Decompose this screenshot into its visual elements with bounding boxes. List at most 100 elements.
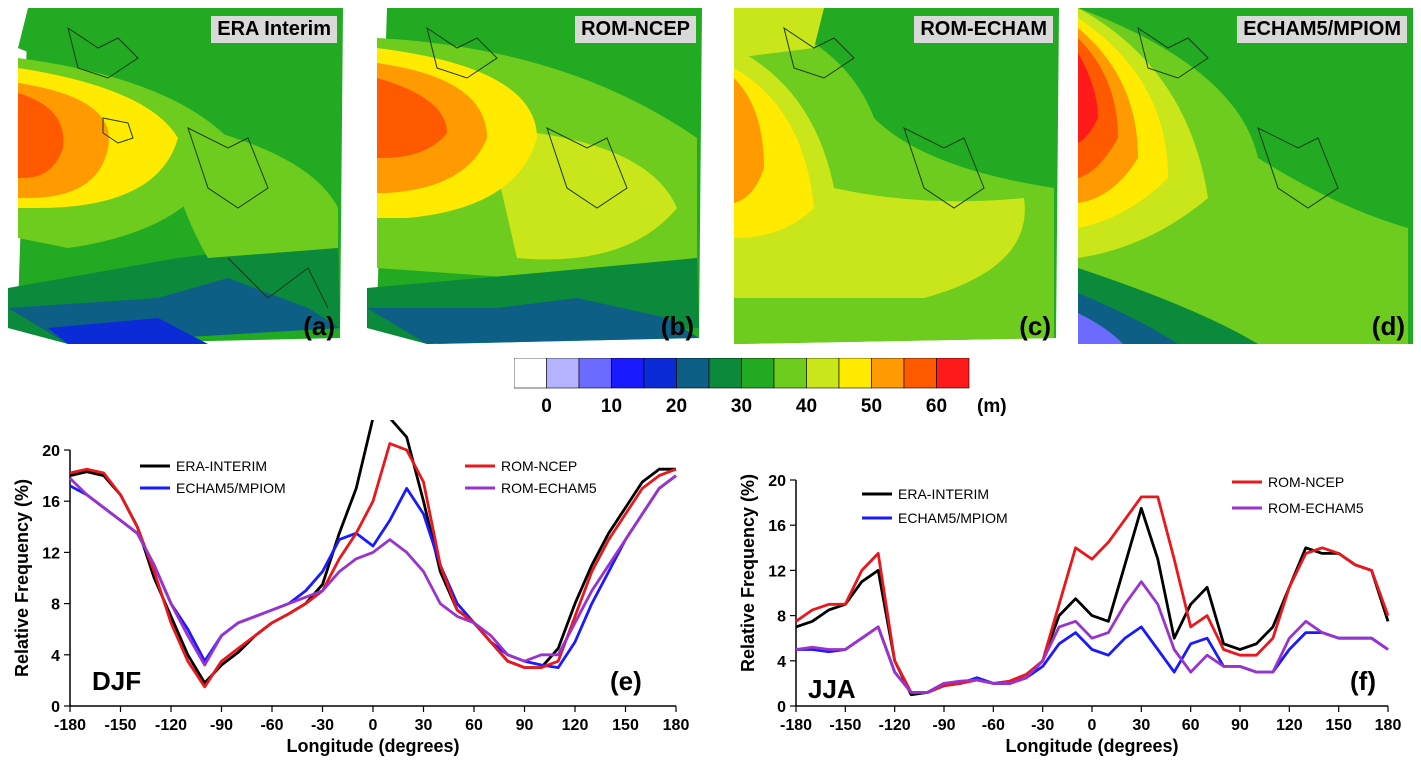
colorbar-swatch xyxy=(936,358,970,389)
x-tick-label: 0 xyxy=(369,717,378,734)
panel-letter: (e) xyxy=(610,666,642,696)
colorbar-tick-label: 60 xyxy=(926,396,947,417)
map-title: ROM-NCEP xyxy=(575,16,696,43)
x-tick-label: -30 xyxy=(311,717,334,734)
colorbar-tick-label: 0 xyxy=(541,396,552,417)
colorbar: 0 10 20 30 40 50 60 (m) xyxy=(514,358,1007,417)
contour-map-d xyxy=(1078,8,1413,344)
y-tick-label: 20 xyxy=(42,443,60,460)
y-tick-label: 4 xyxy=(777,654,786,671)
colorbar-swatch xyxy=(741,358,775,389)
map-panel-b: ROM-NCEP (b) xyxy=(367,8,702,344)
x-tick-label: -60 xyxy=(982,717,1005,734)
colorbar-swatch xyxy=(611,358,645,389)
x-tick-label: 180 xyxy=(663,717,690,734)
colorbar-swatch xyxy=(773,358,807,389)
x-tick-label: 60 xyxy=(1182,717,1200,734)
x-tick-label: -180 xyxy=(54,717,86,734)
colorbar-tick-label: 40 xyxy=(796,396,817,417)
x-axis-label: Longitude (degrees) xyxy=(1005,736,1178,756)
series-line xyxy=(795,580,1389,694)
x-tick-label: 150 xyxy=(1325,717,1352,734)
legend-label: ECHAM5/MPIOM xyxy=(176,480,286,496)
map-title: ECHAM5/MPIOM xyxy=(1237,16,1407,43)
colorbar-swatch xyxy=(871,358,905,389)
x-tick-label: 0 xyxy=(1088,717,1097,734)
y-tick-label: 0 xyxy=(51,699,60,716)
colorbar-swatch xyxy=(708,358,742,389)
x-tick-label: -120 xyxy=(155,717,187,734)
contour-map-a xyxy=(8,8,343,344)
x-tick-label: 120 xyxy=(1276,717,1303,734)
frequency-charts: -180 -150 -120 -90 -60 -30 0 30 60 90 120 150 180048… xyxy=(12,420,1401,756)
legend-label: ROM-ECHAM5 xyxy=(1268,500,1364,516)
map-panel-a: ERA Interim (a) xyxy=(8,8,343,344)
colorbar-swatch xyxy=(676,358,710,389)
y-tick-label: 12 xyxy=(768,563,786,580)
panel-letter: (f) xyxy=(1350,666,1376,696)
x-tick-label: 30 xyxy=(1132,717,1150,734)
map-panel-c: ROM-ECHAM (c) xyxy=(724,8,1059,344)
panel-letter: (d) xyxy=(1371,311,1405,341)
x-tick-label: 150 xyxy=(612,717,639,734)
legend-label: ERA-INTERIM xyxy=(898,486,989,502)
colorbar-swatch xyxy=(903,358,937,389)
colorbar-tick-label: 10 xyxy=(601,396,622,417)
y-tick-label: 16 xyxy=(42,494,60,511)
colorbar-swatch xyxy=(546,358,580,389)
x-tick-label: -150 xyxy=(829,717,861,734)
y-tick-label: 8 xyxy=(777,609,786,626)
colorbar-swatch xyxy=(578,358,612,389)
legend-label: ERA-INTERIM xyxy=(176,458,267,474)
line-chart-(f): -180 -150 -120 -90 -60 -30 0 30 60 90 120 150 180 0 4 8… xyxy=(738,473,1401,756)
colorbar-unit: (m) xyxy=(977,396,1007,417)
colorbar-swatch xyxy=(806,358,840,389)
y-axis-label: Relative Frequency (%) xyxy=(738,474,758,672)
x-tick-label: -150 xyxy=(104,717,136,734)
map-title: ERA Interim xyxy=(211,16,337,43)
x-tick-label: 120 xyxy=(562,717,589,734)
y-tick-label: 4 xyxy=(51,648,60,665)
legend-label: ROM-NCEP xyxy=(501,458,577,474)
x-tick-label: 30 xyxy=(415,717,433,734)
colorbar-swatch xyxy=(514,358,547,389)
legend-label: ROM-NCEP xyxy=(1268,474,1344,490)
legend-label: ROM-ECHAM5 xyxy=(501,480,597,496)
season-label: JJA xyxy=(808,674,856,704)
legend-label: ECHAM5/MPIOM xyxy=(898,510,1008,526)
series-line xyxy=(69,474,677,667)
map-title: ROM-ECHAM xyxy=(914,16,1053,43)
x-tick-label: -90 xyxy=(932,717,955,734)
x-tick-label: 90 xyxy=(516,717,534,734)
line-chart-(e): -180 -150 -120 -90 -60 -30 0 30 60 90 120 150 180 0 4 8… xyxy=(12,420,689,756)
x-axis-label: Longitude (degrees) xyxy=(286,736,459,756)
panel-letter: (c) xyxy=(1019,311,1051,341)
x-tick-label: -120 xyxy=(879,717,911,734)
colorbar-swatch xyxy=(838,358,872,389)
x-tick-label: 90 xyxy=(1231,717,1249,734)
x-tick-label: 60 xyxy=(465,717,483,734)
series-line xyxy=(69,474,677,670)
y-tick-label: 16 xyxy=(768,518,786,535)
x-tick-label: -90 xyxy=(210,717,233,734)
x-tick-label: -30 xyxy=(1031,717,1054,734)
series-line xyxy=(795,495,1390,694)
map-panel-d: ECHAM5/MPIOM (d) xyxy=(1078,8,1413,344)
contour-map-b xyxy=(367,8,702,344)
series-line xyxy=(69,420,676,685)
season-label: DJF xyxy=(92,666,141,696)
y-tick-label: 20 xyxy=(768,473,786,490)
panel-letter: (a) xyxy=(303,311,335,341)
colorbar-tick-label: 30 xyxy=(731,396,752,417)
y-axis-label: Relative Frequency (%) xyxy=(12,479,32,677)
y-tick-label: 8 xyxy=(51,597,60,614)
y-tick-label: 12 xyxy=(42,545,60,562)
colorbar-swatch xyxy=(643,358,677,389)
x-tick-label: -60 xyxy=(260,717,283,734)
panel-letter: (b) xyxy=(660,311,694,341)
x-tick-label: -180 xyxy=(780,717,812,734)
series-line xyxy=(69,442,677,689)
y-tick-label: 0 xyxy=(777,699,786,716)
colorbar-tick-label: 50 xyxy=(861,396,882,417)
x-tick-label: 180 xyxy=(1375,717,1402,734)
